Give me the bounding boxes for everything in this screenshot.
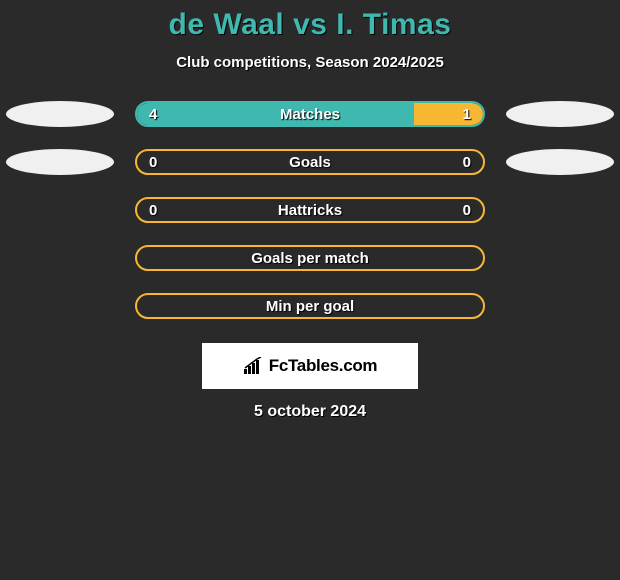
right-player-ellipse <box>506 149 614 175</box>
stat-row: 0Goals0 <box>0 149 620 175</box>
stat-row: 4Matches1 <box>0 101 620 127</box>
stat-bar: 0Goals0 <box>135 149 485 175</box>
stat-row: Min per goal <box>0 293 620 319</box>
stat-value-right: 0 <box>463 202 471 219</box>
brand-chart-icon <box>243 357 265 375</box>
comparison-widget: de Waal vs I. Timas Club competitions, S… <box>0 0 620 421</box>
right-player-ellipse <box>506 101 614 127</box>
subtitle: Club competitions, Season 2024/2025 <box>0 54 620 71</box>
stat-row: Goals per match <box>0 245 620 271</box>
page-title: de Waal vs I. Timas <box>0 8 620 42</box>
left-player-ellipse <box>6 149 114 175</box>
stat-bar: Min per goal <box>135 293 485 319</box>
stat-bar: 0Hattricks0 <box>135 197 485 223</box>
stat-value-right: 0 <box>463 154 471 171</box>
stat-label: Goals per match <box>137 250 483 267</box>
footer-date: 5 october 2024 <box>0 403 620 421</box>
brand-text: FcTables.com <box>269 356 378 376</box>
stat-bar: 4Matches1 <box>135 101 485 127</box>
stat-bar: Goals per match <box>135 245 485 271</box>
left-player-ellipse <box>6 101 114 127</box>
stat-row: 0Hattricks0 <box>0 197 620 223</box>
stats-list: 4Matches10Goals00Hattricks0Goals per mat… <box>0 101 620 319</box>
stat-label: Matches <box>137 106 483 123</box>
stat-value-right: 1 <box>463 106 471 123</box>
stat-label: Min per goal <box>137 298 483 315</box>
stat-label: Goals <box>137 154 483 171</box>
stat-label: Hattricks <box>137 202 483 219</box>
brand-badge[interactable]: FcTables.com <box>202 343 418 389</box>
